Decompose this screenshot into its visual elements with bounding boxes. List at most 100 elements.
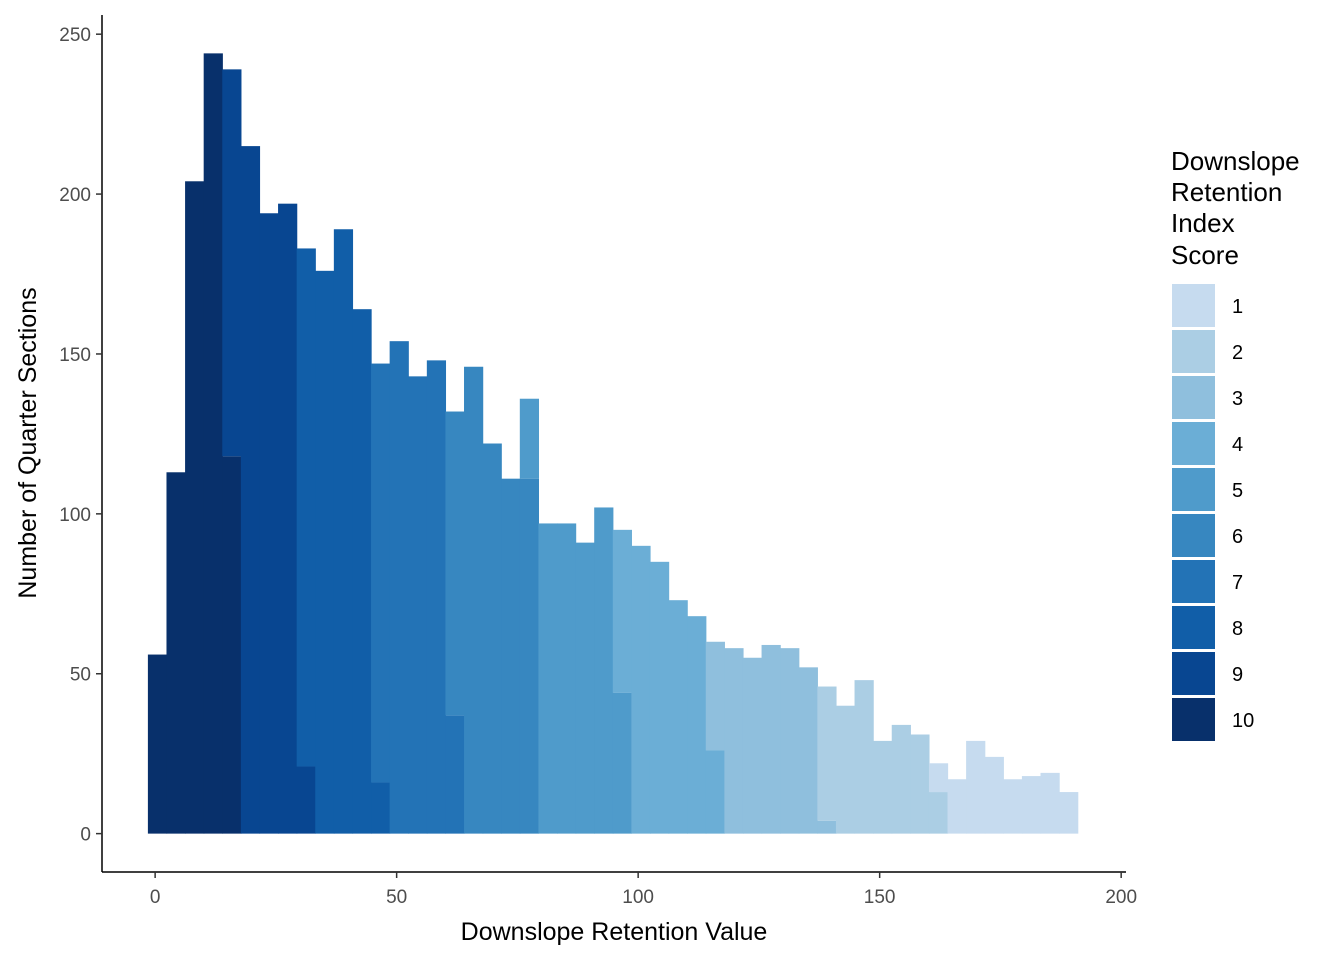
legend-keys: 1 2 3 4 5 6 7 8 9 10	[1172, 284, 1254, 741]
histogram-bar-segment	[705, 641, 725, 751]
legend-key-swatch	[1172, 284, 1215, 327]
histogram-bar-segment	[910, 734, 930, 834]
histogram-bar-segment	[426, 360, 447, 834]
histogram-bar-segment	[519, 478, 540, 834]
x-tick-label: 200	[1105, 887, 1137, 908]
histogram-bar-segment	[1021, 776, 1042, 834]
legend: Downslope Retention Index Score 1 2 3 4 5 6 7 8…	[1171, 146, 1307, 741]
legend-title-line: Score	[1171, 240, 1239, 270]
y-axis-title: Number of Quarter Sections	[14, 287, 42, 598]
histogram-bar-segment	[724, 648, 744, 834]
legend-key-label: 6	[1232, 526, 1243, 548]
histogram-bar-segment	[984, 756, 1004, 834]
histogram-bars	[147, 53, 1079, 834]
y-tick-label: 100	[59, 505, 91, 526]
y-axis-ticks: 0 50 100 150 200 250	[59, 25, 102, 846]
legend-key-label: 5	[1232, 480, 1243, 502]
histogram-bar-segment	[668, 600, 688, 834]
histogram-bar-segment	[575, 542, 595, 834]
legend-key-swatch	[1172, 422, 1215, 465]
histogram-bar-segment	[464, 366, 484, 834]
legend-key-label: 8	[1232, 618, 1243, 640]
x-tick-label: 0	[150, 887, 161, 908]
legend-key-swatch	[1172, 606, 1215, 649]
y-tick-label: 50	[70, 665, 91, 686]
legend-title: Downslope Retention Index Score	[1171, 146, 1307, 270]
y-tick-label: 250	[59, 25, 91, 46]
x-tick-label: 50	[386, 887, 407, 908]
histogram-bar-segment	[482, 443, 502, 834]
histogram-bar-segment	[147, 654, 168, 834]
histogram-bar-segment	[166, 472, 186, 834]
histogram-bar-segment	[1003, 779, 1023, 834]
histogram-bar-segment	[333, 229, 354, 834]
legend-key-swatch	[1172, 514, 1215, 557]
histogram-bar-segment	[389, 341, 409, 834]
histogram-bar-segment	[278, 203, 298, 834]
legend-key-label: 3	[1232, 388, 1243, 410]
histogram-bar-segment	[222, 456, 242, 834]
legend-key-label: 9	[1232, 664, 1243, 686]
histogram-bar-segment	[594, 507, 614, 834]
histogram-bar-segment	[371, 782, 391, 834]
histogram-bar-segment	[705, 750, 725, 834]
histogram-bar-segment	[780, 648, 800, 834]
histogram-bar-segment	[817, 686, 837, 821]
histogram-bar-segment	[649, 561, 670, 834]
histogram-bar-segment	[854, 680, 874, 834]
axes	[101, 15, 1126, 873]
histogram-bar-segment	[947, 779, 967, 834]
histogram-bar-segment	[371, 363, 391, 783]
histogram-bar-segment	[259, 213, 279, 834]
histogram-bar-segment	[612, 692, 632, 834]
histogram-bar-segment	[315, 270, 335, 834]
histogram-bar-segment	[408, 376, 428, 834]
legend-key-swatch	[1172, 652, 1215, 695]
legend-key-swatch	[1172, 468, 1215, 511]
histogram-bar-segment	[835, 705, 856, 834]
histogram-bar-segment	[296, 248, 316, 767]
x-tick-label: 150	[864, 887, 896, 908]
histogram-bar-segment	[873, 740, 893, 834]
histogram-bar-segment	[817, 820, 837, 834]
histogram-bar-segment	[612, 529, 632, 693]
histogram-bar-segment	[296, 766, 316, 834]
legend-key-label: 7	[1232, 572, 1243, 594]
histogram-bar-segment	[798, 667, 818, 834]
x-axis-ticks: 0 50 100 150 200	[150, 872, 1137, 908]
legend-key-swatch	[1172, 560, 1215, 603]
histogram-bar-segment	[761, 644, 781, 834]
histogram-bar-segment	[203, 53, 223, 834]
histogram-bar-segment	[928, 763, 949, 793]
histogram-bar-segment	[445, 411, 465, 716]
x-axis-title: Downslope Retention Value	[461, 918, 768, 946]
y-tick-label: 150	[59, 345, 91, 366]
y-tick-label: 0	[80, 825, 91, 846]
legend-title-line: Downslope	[1171, 146, 1300, 176]
histogram-bar-segment	[222, 69, 242, 457]
histogram-bar-segment	[557, 523, 577, 834]
legend-title-line: Index	[1171, 208, 1235, 238]
histogram-bar-segment	[185, 181, 205, 834]
legend-key-swatch	[1172, 330, 1215, 373]
histogram-bar-segment	[352, 309, 372, 834]
histogram-bar-segment	[445, 715, 465, 834]
histogram-bar-segment	[928, 792, 949, 834]
y-tick-label: 200	[59, 185, 91, 206]
histogram-bar-segment	[687, 616, 707, 834]
histogram-bar-segment	[742, 657, 763, 834]
legend-key-label: 4	[1232, 434, 1243, 456]
histogram-bar-segment	[1040, 772, 1060, 834]
histogram-bar-segment	[519, 398, 540, 479]
legend-key-swatch	[1172, 376, 1215, 419]
histogram-bar-segment	[966, 740, 986, 834]
legend-key-label: 1	[1232, 296, 1243, 318]
histogram-bar-segment	[891, 724, 911, 834]
histogram-bar-segment	[240, 146, 261, 834]
histogram-bar-segment	[501, 478, 521, 834]
x-tick-label: 100	[622, 887, 654, 908]
histogram-bar-segment	[631, 545, 651, 834]
histogram-bar-segment	[1059, 792, 1079, 834]
histogram-bar-segment	[538, 523, 558, 834]
